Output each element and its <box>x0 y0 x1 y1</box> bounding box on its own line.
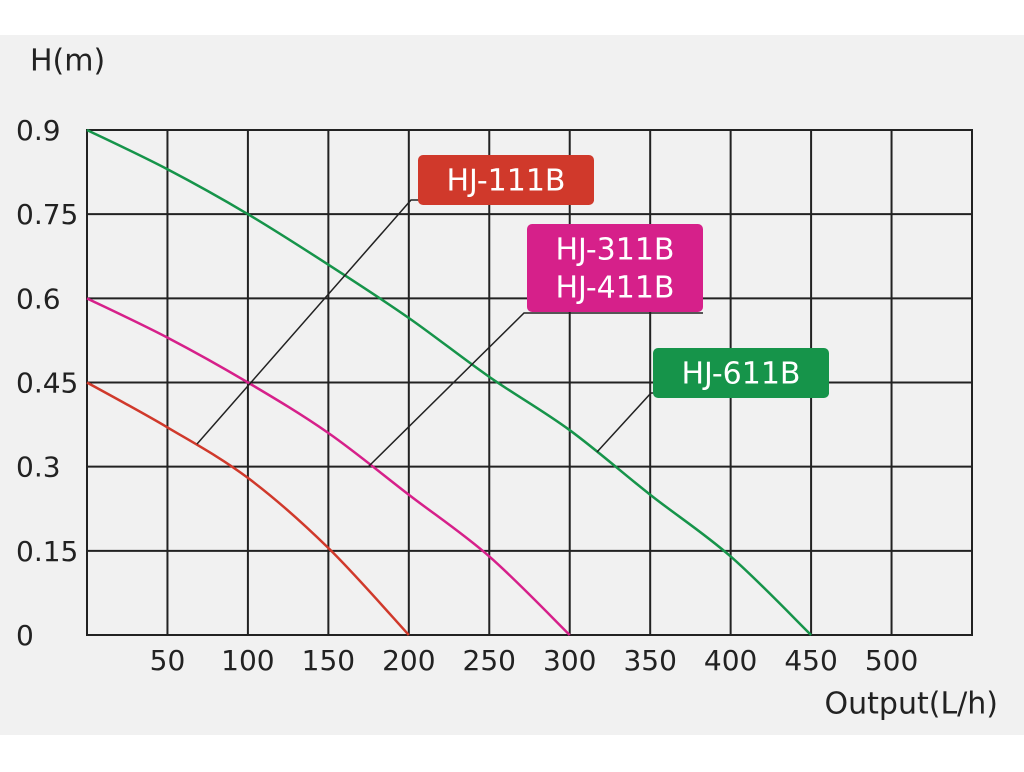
legend-box <box>527 224 703 312</box>
x-tick-label: 50 <box>150 644 186 677</box>
y-tick-label: 0.15 <box>16 535 78 568</box>
x-tick-label: 100 <box>221 644 274 677</box>
x-tick-label: 300 <box>543 644 596 677</box>
x-tick-label: 350 <box>623 644 676 677</box>
y-axis-label: H(m) <box>30 44 105 79</box>
legend-label: HJ-311B <box>555 233 674 268</box>
legend-box <box>418 155 594 205</box>
x-tick-label: 400 <box>704 644 757 677</box>
series-line <box>86 128 812 636</box>
y-tick-label: 0.6 <box>16 282 61 315</box>
x-axis-label: Output(L/h) <box>825 687 998 722</box>
y-tick-label: 0.45 <box>16 367 78 400</box>
series-line <box>86 297 571 636</box>
legend-box <box>653 348 829 398</box>
x-tick-label: 250 <box>463 644 516 677</box>
x-tick-label: 150 <box>302 644 355 677</box>
chart-background <box>0 35 1024 735</box>
y-tick-label: 0.3 <box>16 451 61 484</box>
y-tick-label: 0.75 <box>16 198 78 231</box>
y-tick-label: 0.9 <box>16 114 61 147</box>
leader-line <box>367 312 703 468</box>
series-line <box>86 381 410 636</box>
legend-label: HJ-111B <box>446 164 565 199</box>
x-tick-label: 500 <box>865 644 918 677</box>
x-tick-label: 200 <box>382 644 435 677</box>
y-tick-label: 0 <box>16 619 34 652</box>
x-tick-label: 450 <box>784 644 837 677</box>
legend-label: HJ-411B <box>555 271 674 306</box>
legend-label: HJ-611B <box>681 357 800 392</box>
